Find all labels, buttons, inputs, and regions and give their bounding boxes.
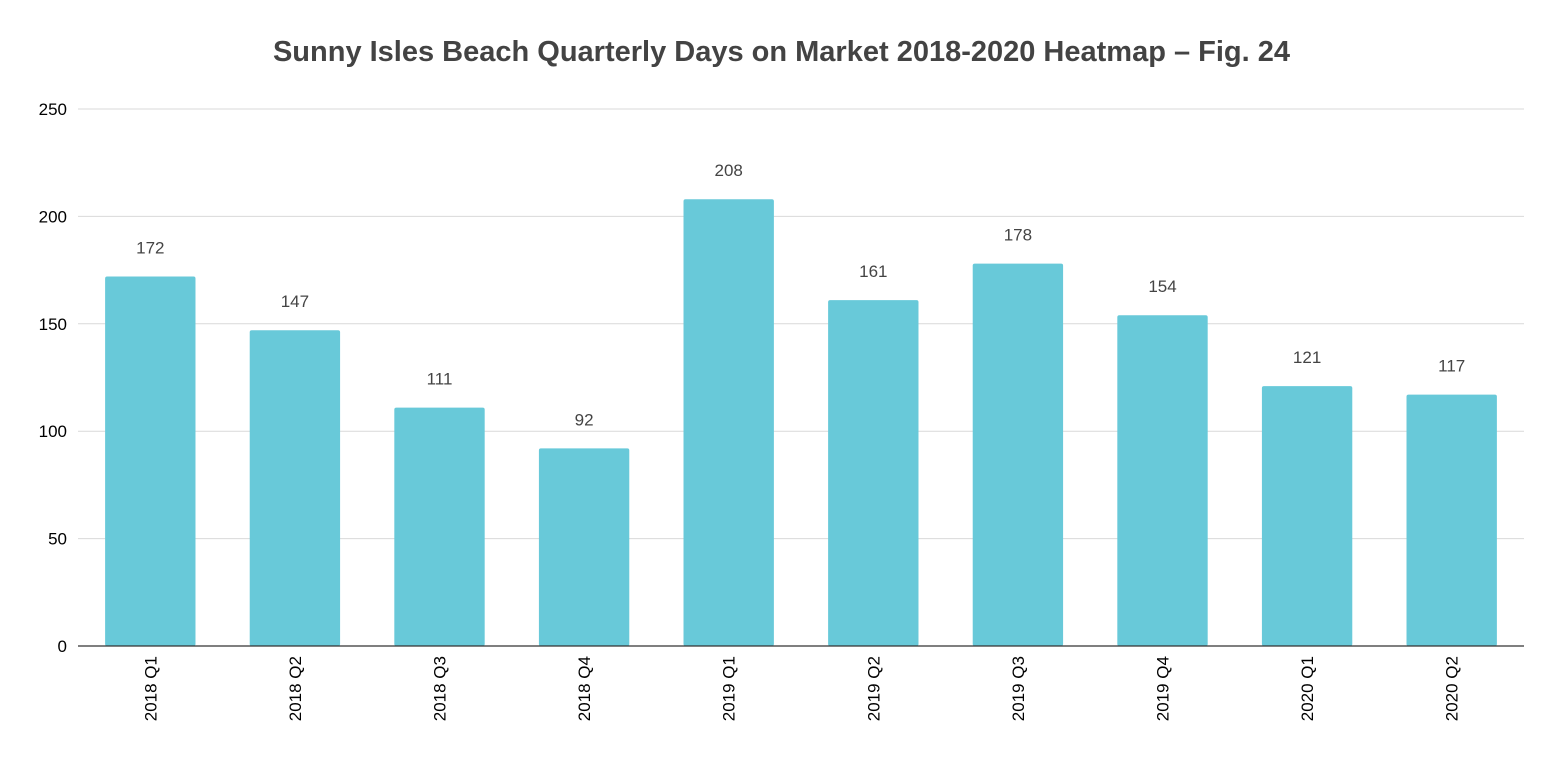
y-tick-label: 200 [39,207,67,226]
bar [1261,386,1353,646]
bar [538,448,630,646]
bar [972,263,1064,646]
x-tick-label: 2018 Q2 [286,656,305,721]
data-label: 178 [1004,226,1032,245]
chart-title: Sunny Isles Beach Quarterly Days on Mark… [272,36,1291,68]
bar [394,407,485,646]
x-tick-label: 2019 Q3 [1009,656,1028,721]
x-tick-label: 2018 Q3 [431,656,450,721]
x-tick-label: 2020 Q2 [1443,656,1462,721]
y-tick-label: 150 [39,315,67,334]
data-label: 161 [859,262,887,281]
data-label: 154 [1148,277,1176,296]
y-tick-label: 0 [58,637,67,656]
y-tick-label: 250 [39,100,67,119]
bar [249,330,341,646]
labels: 0 50 100 150 200 250 172 2018 Q1 147 2018 Q2 111 20… [39,100,1466,721]
data-label: 92 [575,410,594,429]
bars [105,199,1497,646]
bar [683,199,774,646]
data-label: 121 [1293,348,1321,367]
data-label: 172 [136,239,164,258]
bar [1406,394,1497,646]
bar [1117,315,1208,646]
x-tick-label: 2018 Q4 [575,656,594,721]
data-label: 117 [1438,357,1465,376]
y-tick-label: 100 [39,422,67,441]
x-tick-label: 2019 Q1 [720,656,739,721]
bar [105,276,196,646]
data-label: 208 [715,161,743,180]
x-tick-label: 2019 Q2 [864,656,883,721]
data-label: 111 [427,370,453,389]
x-tick-label: 2018 Q1 [141,656,160,721]
x-tick-label: 2020 Q1 [1298,656,1317,721]
data-label: 147 [281,292,309,311]
x-tick-label: 2019 Q4 [1154,656,1173,721]
y-tick-label: 50 [48,530,67,549]
bar [828,300,919,646]
